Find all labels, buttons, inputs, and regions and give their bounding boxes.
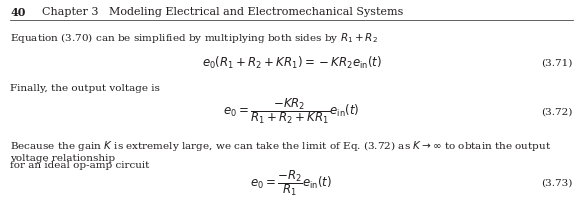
Text: Chapter 3   Modeling Electrical and Electromechanical Systems: Chapter 3 Modeling Electrical and Electr… <box>42 7 403 17</box>
Text: (3.72): (3.72) <box>541 107 573 115</box>
Text: $e_0(R_1 + R_2 + KR_1) = -KR_2e_{\mathrm{in}}(t)$: $e_0(R_1 + R_2 + KR_1) = -KR_2e_{\mathrm… <box>202 55 381 71</box>
Text: $e_0 = \dfrac{-KR_2}{R_1 + R_2 + KR_1}e_{\mathrm{in}}(t)$: $e_0 = \dfrac{-KR_2}{R_1 + R_2 + KR_1}e_… <box>223 96 360 126</box>
Text: $e_0 = \dfrac{-R_2}{R_1}e_{\mathrm{in}}(t)$: $e_0 = \dfrac{-R_2}{R_1}e_{\mathrm{in}}(… <box>251 167 332 197</box>
Text: Finally, the output voltage is: Finally, the output voltage is <box>10 84 160 93</box>
Text: for an ideal op-amp circuit: for an ideal op-amp circuit <box>10 160 150 169</box>
Text: (3.73): (3.73) <box>541 178 573 186</box>
Text: Equation (3.70) can be simplified by multiplying both sides by $R_1 + R_2$: Equation (3.70) can be simplified by mul… <box>10 31 378 45</box>
Text: 40: 40 <box>10 7 26 18</box>
Text: (3.71): (3.71) <box>541 59 573 67</box>
Text: Because the gain $K$ is extremely large, we can take the limit of Eq. (3.72) as : Because the gain $K$ is extremely large,… <box>10 138 552 162</box>
